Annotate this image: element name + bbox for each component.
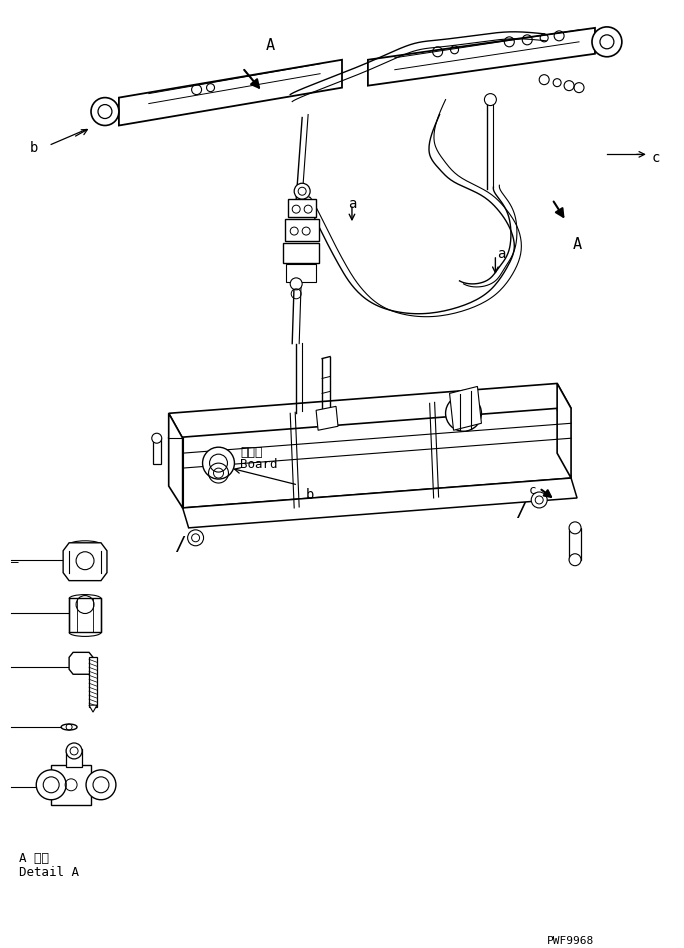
Circle shape [290,278,302,290]
Circle shape [91,98,119,125]
Text: b: b [29,141,38,155]
Polygon shape [69,652,93,674]
Circle shape [569,522,581,534]
Circle shape [531,492,547,508]
Bar [89,657,97,707]
Bar [153,438,161,465]
Bar [569,528,581,559]
Circle shape [294,183,310,199]
Bar [285,219,319,241]
Circle shape [592,27,622,57]
Polygon shape [119,60,342,125]
Text: A: A [573,237,582,252]
Polygon shape [51,765,91,805]
Circle shape [152,433,161,444]
Text: /: / [174,535,185,554]
Text: c: c [652,152,660,165]
Polygon shape [169,409,571,508]
Text: Detail A: Detail A [19,866,79,880]
Polygon shape [63,543,107,580]
Circle shape [86,770,116,800]
Text: /: / [515,501,527,520]
Text: a: a [348,197,356,211]
Polygon shape [89,705,97,712]
Text: a: a [497,247,505,261]
Bar [66,749,82,767]
Polygon shape [169,383,571,438]
Circle shape [202,447,235,479]
Polygon shape [368,27,595,85]
Text: c: c [529,484,537,497]
Text: —: — [12,556,19,569]
Polygon shape [449,387,482,430]
Polygon shape [69,597,101,632]
Text: A 詳細: A 詳細 [19,851,49,865]
Circle shape [66,743,82,759]
Text: PWF9968: PWF9968 [547,937,594,946]
Bar [288,199,316,217]
Circle shape [445,395,482,431]
Bar [286,264,316,282]
Polygon shape [557,383,571,478]
Circle shape [36,770,66,800]
Circle shape [187,530,204,546]
Polygon shape [183,478,577,528]
Text: ボード: ボード [240,447,263,459]
Text: Board: Board [240,458,278,471]
Text: A: A [265,38,274,53]
Polygon shape [316,407,338,430]
Circle shape [484,94,497,105]
Circle shape [569,554,581,566]
Polygon shape [169,413,183,508]
Text: b: b [306,488,315,502]
Bar [283,243,319,263]
